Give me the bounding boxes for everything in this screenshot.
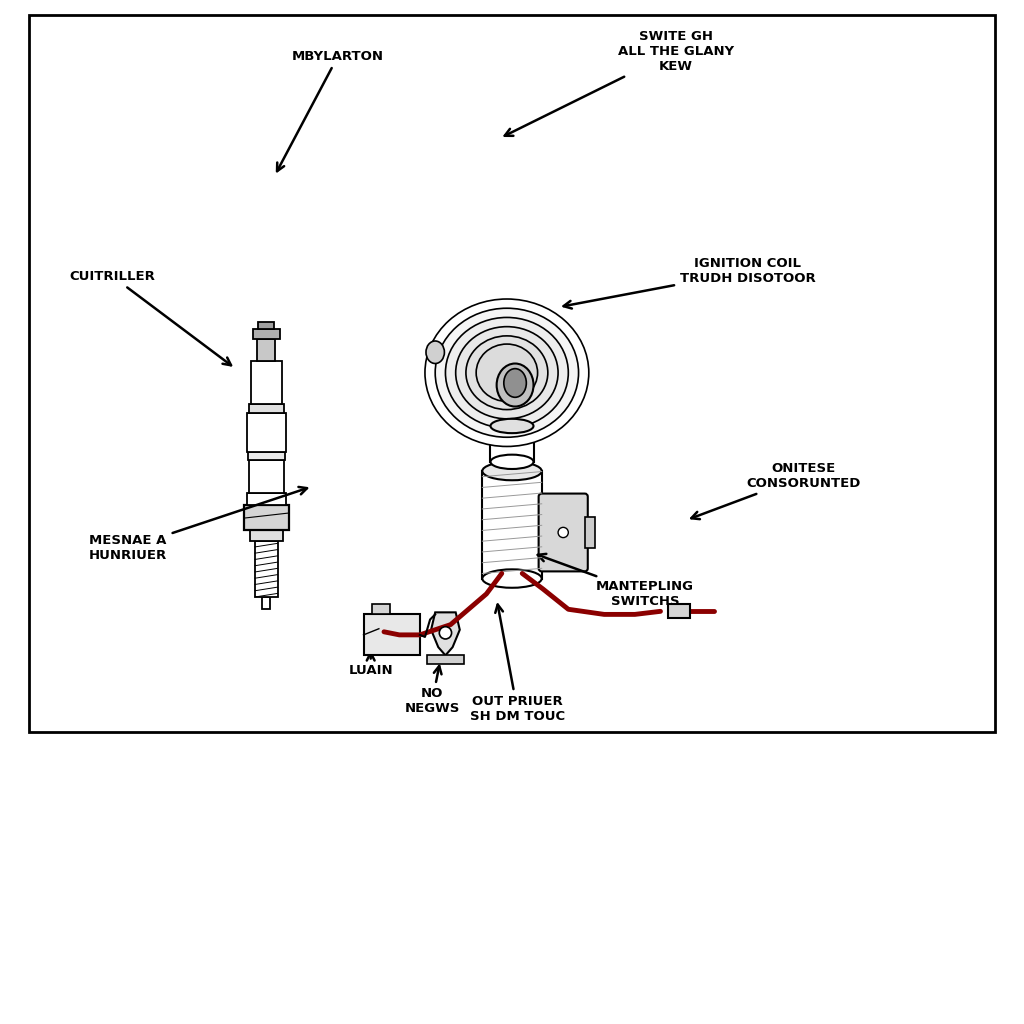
Bar <box>482 471 542 579</box>
Text: MANTEPLING
SWITCHS: MANTEPLING SWITCHS <box>538 554 694 608</box>
Bar <box>250 530 283 541</box>
Text: IGNITION COIL
TRUDH DISOTOOR: IGNITION COIL TRUDH DISOTOOR <box>563 257 815 308</box>
Circle shape <box>558 527 568 538</box>
Text: SWITE GH
ALL THE GLANY
KEW: SWITE GH ALL THE GLANY KEW <box>505 30 734 136</box>
Bar <box>247 413 286 452</box>
Polygon shape <box>431 612 460 655</box>
Bar <box>668 604 690 618</box>
Bar <box>249 460 284 493</box>
Bar <box>257 339 275 361</box>
Bar <box>253 329 280 339</box>
Bar <box>244 505 289 530</box>
Text: NO
NEGWS: NO NEGWS <box>404 666 460 716</box>
Ellipse shape <box>466 336 548 410</box>
Text: MESNAE A
HUNRIUER: MESNAE A HUNRIUER <box>89 487 307 562</box>
Text: LUAIN: LUAIN <box>348 652 393 677</box>
Circle shape <box>439 627 452 639</box>
Bar <box>247 493 286 505</box>
Text: CUITRILLER: CUITRILLER <box>70 270 231 366</box>
Bar <box>490 426 534 462</box>
Bar <box>427 655 464 664</box>
Ellipse shape <box>482 462 542 480</box>
Bar <box>251 361 282 404</box>
Ellipse shape <box>456 327 558 419</box>
Bar <box>585 517 595 548</box>
Polygon shape <box>364 614 420 655</box>
Ellipse shape <box>497 364 534 407</box>
Ellipse shape <box>445 317 568 428</box>
Bar <box>255 541 278 597</box>
Bar <box>249 404 284 413</box>
Text: OUT PRIUER
SH DM TOUC: OUT PRIUER SH DM TOUC <box>470 604 564 723</box>
Bar <box>372 604 390 614</box>
Text: ONITESE
CONSORUNTED: ONITESE CONSORUNTED <box>691 462 861 519</box>
Bar <box>258 322 274 329</box>
Ellipse shape <box>425 299 589 446</box>
Ellipse shape <box>435 308 579 437</box>
Bar <box>262 597 270 609</box>
Bar <box>248 452 285 460</box>
Ellipse shape <box>490 455 534 469</box>
Ellipse shape <box>504 369 526 397</box>
Ellipse shape <box>490 419 534 433</box>
Ellipse shape <box>426 341 444 364</box>
Bar <box>29 15 995 732</box>
Text: MBYLARTON: MBYLARTON <box>278 50 384 171</box>
FancyBboxPatch shape <box>539 494 588 571</box>
Ellipse shape <box>476 344 538 401</box>
Ellipse shape <box>482 569 542 588</box>
